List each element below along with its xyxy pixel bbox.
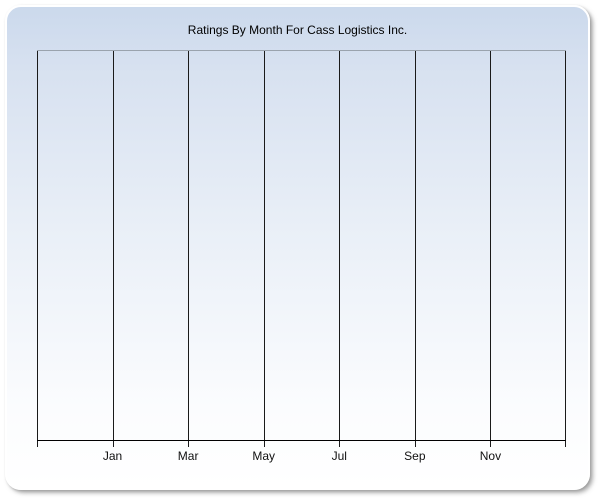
gridline (37, 51, 38, 447)
gridline (414, 51, 416, 447)
x-axis-tick-label: Mar (177, 449, 199, 463)
gridline (263, 51, 265, 447)
gridline (188, 51, 190, 447)
x-axis-line (37, 440, 566, 441)
gridline (339, 51, 341, 447)
x-axis-tick-label: Sep (404, 449, 426, 463)
gridline (112, 51, 114, 447)
x-axis-tick-label: Jan (102, 449, 123, 463)
chart-title: Ratings By Month For Cass Logistics Inc. (187, 23, 408, 37)
gridline (490, 51, 492, 447)
x-axis-tick-label: May (252, 449, 276, 463)
plot-area: Jan Mar May Jul Sep Nov (37, 50, 566, 463)
gridline (565, 51, 566, 447)
x-axis-labels: Jan Mar May Jul Sep Nov (37, 449, 566, 465)
chart-card: Ratings By Month For Cass Logistics Inc.… (5, 5, 590, 490)
x-axis-tick-label: Jul (331, 449, 347, 463)
x-axis-tick-label: Nov (479, 449, 502, 463)
gridlines (37, 51, 566, 447)
